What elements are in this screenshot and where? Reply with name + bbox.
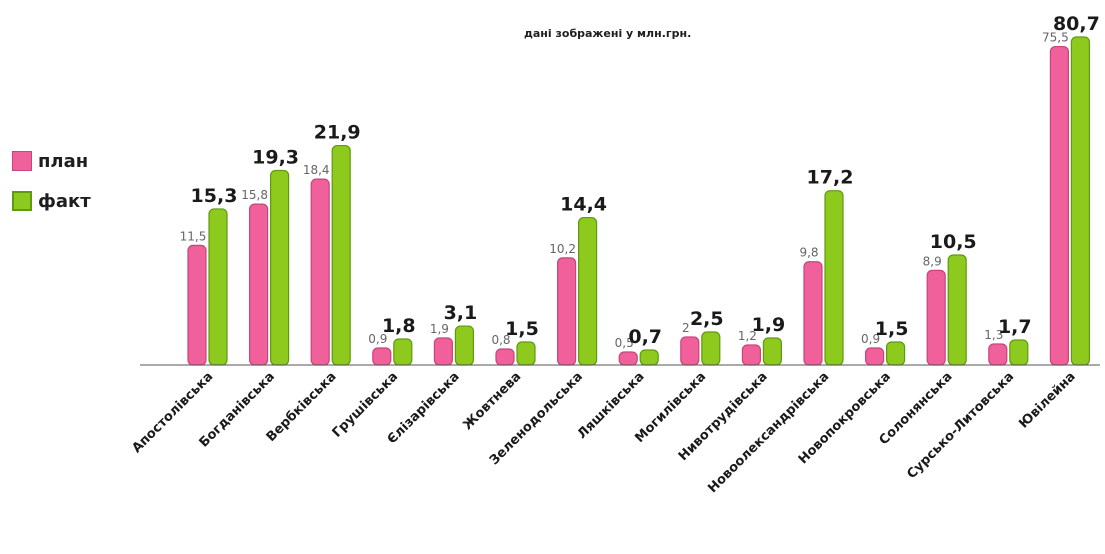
category-label-13: Сурсько-Литовська xyxy=(904,369,1017,482)
category-label-14: Ювілейна xyxy=(1016,369,1078,431)
category-labels-group: АпостолівськаБогданівськаВербківськаГруш… xyxy=(129,369,1078,496)
value-label-plan-7: 0,5 xyxy=(615,336,634,350)
value-label-fact-3: 1,8 xyxy=(382,315,416,337)
value-label-fact-13: 1,7 xyxy=(998,316,1032,338)
value-label-fact-14: 80,7 xyxy=(1053,13,1100,35)
value-label-plan-4: 1,9 xyxy=(430,322,449,336)
bar-plan-9 xyxy=(741,344,762,366)
bar-plan-10 xyxy=(803,261,823,366)
bar-plan-12 xyxy=(926,269,946,366)
value-label-fact-9: 1,9 xyxy=(752,314,786,336)
value-label-plan-0: 11,5 xyxy=(180,229,207,243)
bar-fact-11 xyxy=(885,341,906,366)
bar-fact-4 xyxy=(454,325,474,366)
bar-plan-0 xyxy=(187,244,207,366)
bar-fact-12 xyxy=(947,254,967,366)
bar-plan-5 xyxy=(495,348,515,366)
value-label-plan-10: 9,8 xyxy=(799,246,818,260)
bar-plan-4 xyxy=(433,337,453,366)
bar-fact-9 xyxy=(762,337,783,366)
bar-fact-14 xyxy=(1070,36,1091,366)
bar-fact-3 xyxy=(393,338,413,366)
legend: план факт xyxy=(12,141,91,221)
bar-fact-0 xyxy=(208,208,228,366)
value-label-plan-2: 18,4 xyxy=(303,163,330,177)
value-label-fact-2: 21,9 xyxy=(314,122,361,144)
value-label-plan-6: 10,2 xyxy=(549,242,576,256)
value-label-fact-1: 19,3 xyxy=(252,147,299,169)
bar-plan-6 xyxy=(556,257,577,366)
bar-fact-8 xyxy=(701,331,721,366)
value-label-fact-10: 17,2 xyxy=(807,167,854,189)
bar-plan-2 xyxy=(310,178,330,366)
bar-fact-7 xyxy=(639,349,659,366)
bar-plan-7 xyxy=(618,351,638,366)
value-label-plan-13: 1,3 xyxy=(984,328,1003,342)
bar-fact-5 xyxy=(516,341,536,366)
value-label-fact-5: 1,5 xyxy=(505,318,539,340)
value-label-fact-11: 1,5 xyxy=(875,318,909,340)
value-label-plan-1: 15,8 xyxy=(241,188,268,202)
value-label-fact-8: 2,5 xyxy=(690,308,724,330)
category-label-5: Жовтнева xyxy=(460,369,524,433)
value-label-plan-11: 0,9 xyxy=(861,332,880,346)
value-label-fact-0: 15,3 xyxy=(191,185,238,207)
bar-plan-13 xyxy=(988,343,1008,366)
legend-item-plan: план xyxy=(12,141,91,181)
bar-fact-10 xyxy=(824,190,844,366)
bar-fact-1 xyxy=(270,169,290,366)
chart-subtitle: дані зображені у млн.грн. xyxy=(524,27,692,40)
legend-item-fact: факт xyxy=(12,181,91,221)
value-label-plan-9: 1,2 xyxy=(738,329,757,343)
legend-label-plan: план xyxy=(38,150,89,172)
bars-group xyxy=(187,36,1091,366)
category-label-10: Новоолександрівська xyxy=(705,369,832,496)
bar-fact-6 xyxy=(577,216,598,366)
value-label-plan-8: 2 xyxy=(682,321,690,335)
bar-plan-1 xyxy=(249,203,269,366)
value-label-fact-4: 3,1 xyxy=(444,302,478,324)
legend-swatch-plan xyxy=(12,151,32,171)
value-label-plan-3: 0,9 xyxy=(368,332,387,346)
bar-fact-13 xyxy=(1009,339,1029,366)
value-label-fact-12: 10,5 xyxy=(930,231,977,253)
legend-label-fact: факт xyxy=(38,190,91,212)
value-label-fact-7: 0,7 xyxy=(628,326,662,348)
value-label-plan-14: 75,5 xyxy=(1042,31,1069,45)
value-labels-group: 11,515,3 15,819,318,421,90,91,8 1,93,10,81… xyxy=(180,13,1100,350)
bar-plan-14 xyxy=(1049,45,1070,366)
bar-plan-8 xyxy=(680,336,700,366)
value-label-plan-5: 0,8 xyxy=(491,333,510,347)
value-label-fact-6: 14,4 xyxy=(560,194,607,216)
bar-plan-3 xyxy=(372,347,392,366)
legend-swatch-fact xyxy=(12,191,32,211)
bar-plan-11 xyxy=(864,347,885,366)
bar-fact-2 xyxy=(331,144,351,366)
value-label-plan-12: 8,9 xyxy=(923,254,942,268)
